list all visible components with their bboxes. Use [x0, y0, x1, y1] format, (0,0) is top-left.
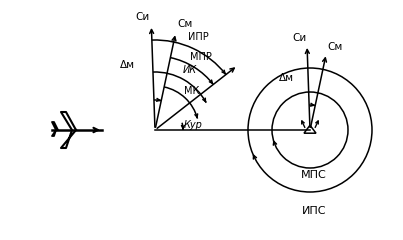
Text: МК: МК — [185, 86, 200, 96]
Text: МПС: МПС — [301, 170, 327, 180]
Text: Δм: Δм — [278, 73, 293, 83]
Text: Cм: Cм — [177, 19, 192, 30]
Text: Cи: Cи — [135, 12, 150, 22]
Text: Cм: Cм — [328, 42, 343, 52]
Text: ИПС: ИПС — [302, 206, 326, 216]
Text: ИПР: ИПР — [188, 32, 209, 42]
Text: Δм: Δм — [120, 60, 135, 70]
Text: ИК: ИК — [183, 65, 197, 75]
Text: Cи: Cи — [292, 33, 306, 43]
Text: Кур: Кур — [183, 120, 202, 130]
Text: МПР: МПР — [190, 52, 212, 62]
